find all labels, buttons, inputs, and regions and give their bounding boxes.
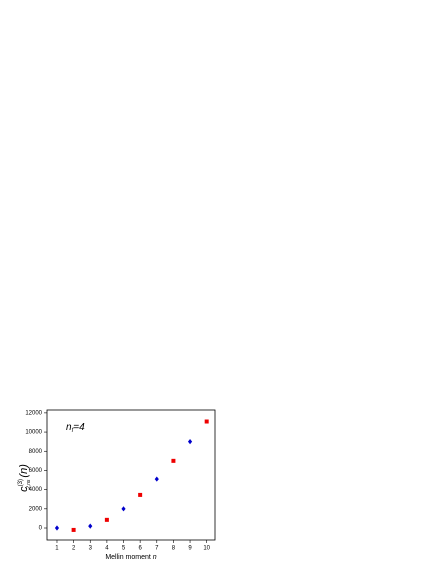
annotation: nf=4 (66, 422, 85, 434)
x-tick-label: 2 (72, 546, 76, 552)
plot-frame (46, 409, 216, 541)
y-label-base: c (18, 486, 30, 492)
y-tick-label: 8000 (29, 449, 43, 455)
x-tick-label: 1 (55, 546, 59, 552)
annotation-sub: f (72, 428, 75, 434)
annotation-rest: =4 (73, 422, 85, 433)
square-point (138, 492, 143, 497)
x-tick-label: 9 (188, 546, 192, 552)
y-tick-label: 6000 (29, 468, 43, 474)
x-tick-label: 8 (172, 546, 176, 552)
y-axis-label: c(3) 2,ns(n) (18, 464, 32, 492)
x-tick-label: 5 (122, 546, 126, 552)
diamond-point (54, 525, 60, 531)
y-tick-label: 10000 (25, 430, 42, 436)
y-tick-label: 12000 (25, 410, 42, 416)
y-tick-label: 4000 (29, 487, 43, 493)
x-tick-label: 7 (155, 546, 159, 552)
x-tick-label: 3 (89, 546, 93, 552)
y-tick-label: 0 (39, 526, 43, 532)
y-label-sup: (3) (18, 479, 24, 486)
x-tick-label: 6 (138, 546, 142, 552)
annotation-base: n (66, 422, 72, 433)
y-label-arg: (n) (18, 464, 30, 478)
y-tick-label: 2000 (29, 506, 43, 512)
diamond-point (88, 523, 93, 529)
x-axis-label: Mellin moment n (105, 554, 156, 561)
diamond-point (154, 476, 159, 482)
x-tick-label: 10 (203, 546, 210, 552)
square-point (71, 527, 76, 532)
square-point (104, 517, 109, 522)
diamond-point (121, 506, 126, 512)
diamond-point (187, 439, 193, 445)
x-tick-label: 4 (105, 546, 109, 552)
x-label-var: n (153, 554, 157, 561)
y-label-sub: 2,ns (26, 479, 32, 490)
square-point (204, 419, 209, 424)
square-point (171, 458, 176, 463)
x-label-text: Mellin moment (105, 554, 151, 561)
